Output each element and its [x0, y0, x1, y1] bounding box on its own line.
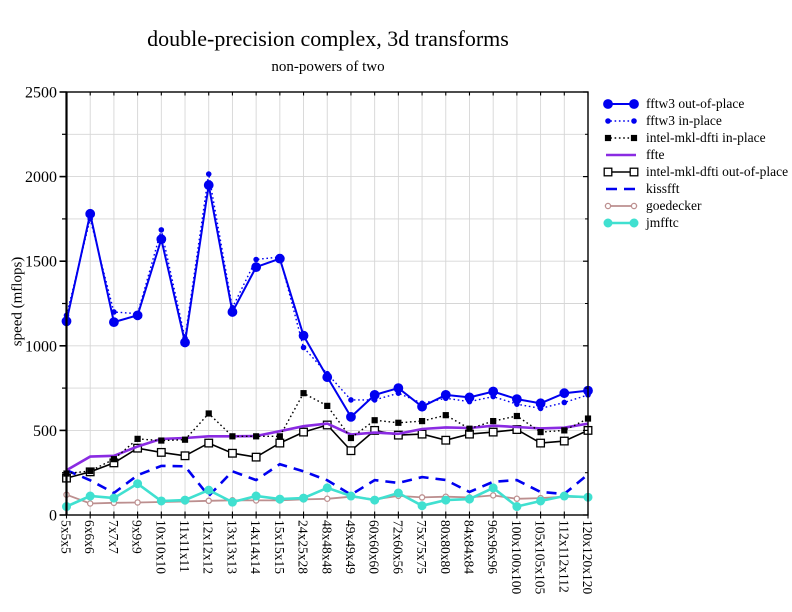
legend-marker-kissfft	[606, 187, 636, 190]
series-kissfft	[65, 462, 589, 498]
x-tick-label: 10x10x10	[153, 520, 168, 574]
x-tick-label: 72x60x56	[390, 520, 405, 574]
x-tick-label: 12x12x12	[201, 520, 216, 574]
legend-item-goedecker: goedecker	[603, 197, 788, 214]
legend-label: intel-mkl-dfti in-place	[646, 129, 766, 145]
x-tick-label: 96x96x96	[485, 520, 500, 574]
x-tick-label: 11x11x11	[177, 520, 192, 573]
x-tick-label: 49x49x49	[343, 520, 358, 574]
x-tick-label: 75x75x75	[414, 520, 429, 574]
x-tick-label: 100x100x100	[509, 520, 524, 595]
series-fftw3-out-of-place	[61, 180, 593, 422]
series-intel-mkl-dfti-in-place	[63, 390, 592, 477]
axis-ticks	[59, 91, 589, 519]
legend-item-fftw3-out-of-place: fftw3 out-of-place	[603, 95, 788, 112]
legend-label: ffte	[646, 146, 665, 162]
x-tick-label: 60x60x60	[367, 520, 382, 574]
legend-item-fftw3-in-place: fftw3 in-place	[603, 112, 788, 129]
x-tick-label: 5x5x5	[59, 520, 74, 554]
legend-label: fftw3 in-place	[646, 112, 722, 128]
legend-marker-goedecker	[604, 202, 638, 209]
y-tick-label: 1000	[25, 338, 57, 355]
legend-item-ffte: ffte	[603, 146, 788, 163]
legend-marker-intel-mkl-dfti-in-place	[604, 134, 638, 141]
x-tick-label: 120x120x120	[580, 520, 595, 595]
x-tick-label: 7x7x7	[106, 520, 121, 554]
x-tick-label: 15x15x15	[272, 520, 287, 574]
legend-item-jmfftc: jmfftc	[603, 214, 788, 231]
x-tick-label: 48x48x48	[319, 520, 334, 574]
y-tick-label: 2500	[25, 85, 57, 102]
series-line	[65, 422, 589, 472]
y-tick-labels: 0 500 1000 1500 2000 2500	[25, 85, 57, 525]
y-tick-label: 1500	[25, 254, 57, 271]
series-jmfftc	[62, 479, 593, 512]
x-tick-label: 9x9x9	[130, 520, 145, 554]
chart-subtitle: non-powers of two	[271, 59, 385, 75]
y-tick-label: 2000	[25, 169, 57, 186]
legend-item-intel-mkl-dfti-out-of-place: intel-mkl-dfti out-of-place	[603, 163, 788, 180]
series-line	[65, 462, 589, 498]
y-tick-label: 500	[33, 423, 57, 440]
legend-marker-fftw3-out-of-place	[603, 98, 639, 109]
x-tick-label: 112x112x112	[556, 520, 571, 593]
gridlines	[66, 92, 588, 515]
chart-title: double-precision complex, 3d transforms	[147, 26, 509, 51]
x-tick-label: 105x105x105	[533, 520, 548, 595]
y-tick-label: 0	[49, 508, 57, 525]
series-ffte	[65, 422, 589, 472]
legend-label: intel-mkl-dfti out-of-place	[646, 163, 789, 179]
legend-label: fftw3 out-of-place	[646, 95, 745, 111]
x-tick-label: 13x13x13	[224, 520, 239, 574]
legend-marker-ffte	[606, 153, 636, 156]
x-tick-label: 24x25x28	[296, 520, 311, 574]
legend-marker-jmfftc	[603, 218, 639, 227]
legend-label: kissfft	[646, 180, 680, 196]
x-tick-label: 84x84x84	[462, 520, 477, 574]
legend-marker-intel-mkl-dfti-out-of-place	[603, 167, 639, 176]
x-tick-label: 14x14x14	[248, 520, 263, 574]
legend-marker-fftw3-in-place	[605, 117, 637, 124]
legend: fftw3 out-of-place fftw3 in-place intel-…	[603, 95, 788, 231]
legend-label: jmfftc	[646, 214, 679, 230]
x-tick-label: 6x6x6	[82, 520, 97, 554]
legend-label: goedecker	[646, 197, 702, 213]
x-tick-labels: 5x5x5 6x6x6 7x7x7 9x9x9 10x10x10 11x11x11 12x1…	[59, 520, 596, 595]
legend-item-intel-mkl-dfti-in-place: intel-mkl-dfti in-place	[603, 129, 788, 146]
x-tick-label: 80x80x80	[438, 520, 453, 574]
legend-item-kissfft: kissfft	[603, 180, 788, 197]
